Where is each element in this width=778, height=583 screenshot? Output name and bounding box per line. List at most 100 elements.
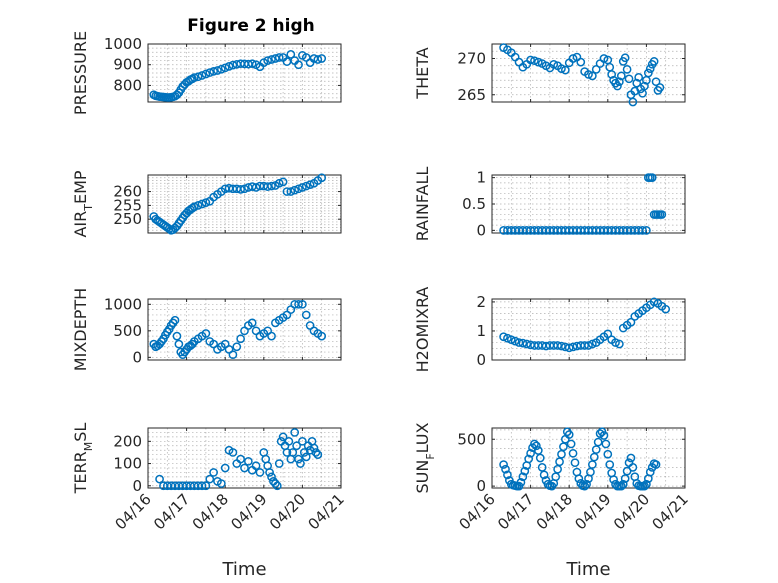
subplot-6: 0 1 2 H2OMIXRA — [413, 287, 686, 373]
x-tick-label: 04/19 — [227, 490, 270, 533]
y-tick-label: 270 — [457, 50, 486, 68]
data-point — [553, 341, 562, 350]
data-point — [286, 187, 296, 196]
y-axis-label-main: TERR — [71, 451, 90, 494]
data-point — [657, 210, 667, 219]
data-point — [566, 439, 576, 449]
y-tick-label: 2 — [476, 293, 486, 311]
y-tick-label: 900 — [113, 56, 142, 74]
data-point — [642, 479, 651, 489]
data-point — [580, 341, 589, 350]
data-point — [272, 481, 282, 491]
data-point — [216, 64, 226, 74]
data-point — [632, 78, 642, 88]
data-point — [620, 474, 630, 483]
data-point — [172, 331, 182, 341]
data-point — [301, 310, 311, 320]
data-point — [533, 446, 543, 455]
data-point — [626, 317, 636, 327]
y-axis-label: RAINFALL — [413, 167, 432, 242]
y-tick-label: 500 — [457, 430, 486, 448]
data-point — [626, 453, 636, 463]
data-point — [599, 54, 609, 63]
data-point — [292, 441, 301, 451]
data-point — [201, 481, 211, 491]
data-point — [501, 464, 510, 474]
data-point — [555, 457, 564, 467]
data-point — [290, 185, 300, 195]
subplot-5: 0 500 1000 MIXDEPTH — [71, 288, 342, 371]
data-point — [251, 461, 261, 471]
data-point — [499, 332, 508, 342]
data-point — [568, 342, 578, 352]
data-point — [510, 336, 520, 346]
y-tick-label: 0.5 — [462, 195, 486, 213]
data-point — [247, 318, 257, 328]
data-point — [205, 474, 215, 484]
y-tick-label: 500 — [113, 322, 142, 340]
data-point — [296, 459, 305, 468]
figure-title: Figure 2 high — [187, 16, 315, 36]
data-point — [244, 456, 253, 466]
data-point — [526, 55, 535, 65]
data-point — [564, 430, 574, 439]
x-tick-label: 04/21 — [649, 490, 692, 533]
data-point — [311, 448, 321, 457]
data-point — [661, 304, 671, 314]
data-point — [520, 466, 530, 476]
x-tick-label: 04/20 — [266, 490, 309, 533]
data-point — [564, 343, 574, 353]
data-point — [267, 472, 276, 482]
y-axis-label-tail: EMP — [71, 170, 90, 204]
y-axis-label: TERRMSL — [71, 423, 95, 495]
data-point — [193, 201, 203, 210]
y-tick-label: 200 — [113, 432, 142, 450]
data-point — [301, 452, 311, 462]
data-point — [568, 448, 578, 458]
data-point — [642, 226, 651, 235]
data-point — [616, 481, 626, 491]
data-point — [611, 338, 620, 347]
data-point — [524, 454, 534, 464]
data-point — [570, 458, 580, 468]
data-point — [290, 428, 300, 437]
data-point — [638, 226, 647, 235]
data-point — [240, 184, 249, 194]
data-point — [201, 198, 211, 207]
y-axis-label: MIXDEPTH — [71, 288, 90, 371]
data-point — [271, 479, 280, 488]
data-point — [294, 60, 303, 70]
data-point — [532, 441, 541, 451]
axes-border — [491, 43, 686, 103]
y-axis-label-main: H2OMIXRA — [413, 287, 432, 373]
y-tick-label: 255 — [113, 196, 142, 214]
subplot-4: 0 0.5 1 RAINFALL — [413, 167, 686, 242]
data-point — [197, 199, 207, 209]
y-axis-label-main: MIXDEPTH — [71, 288, 90, 371]
data-point — [535, 453, 545, 463]
data-point — [317, 173, 327, 183]
y-tick-label: 0 — [476, 477, 486, 495]
subplot-1: 800 900 1000 PRESSURE — [71, 31, 342, 115]
y-tick-label: 800 — [113, 76, 142, 94]
y-tick-label: 1 — [476, 169, 486, 187]
axes-border — [147, 174, 342, 234]
data-point — [605, 460, 615, 469]
y-tick-label: 0 — [132, 477, 142, 495]
data-point — [255, 468, 265, 477]
data-point — [267, 331, 276, 341]
x-tick-label: 04/16 — [112, 490, 155, 533]
x-axis-label: Time — [565, 559, 610, 580]
data-point — [640, 81, 649, 91]
data-point — [589, 452, 599, 462]
x-tick-label: 04/20 — [610, 490, 653, 533]
y-axis-label-subscript: F — [424, 453, 437, 459]
axes-border — [147, 43, 342, 103]
data-point — [209, 468, 218, 477]
data-point — [503, 333, 512, 343]
x-tick-label: 04/18 — [533, 490, 576, 533]
data-point — [568, 54, 578, 63]
data-point — [228, 60, 238, 70]
data-point — [236, 334, 245, 344]
